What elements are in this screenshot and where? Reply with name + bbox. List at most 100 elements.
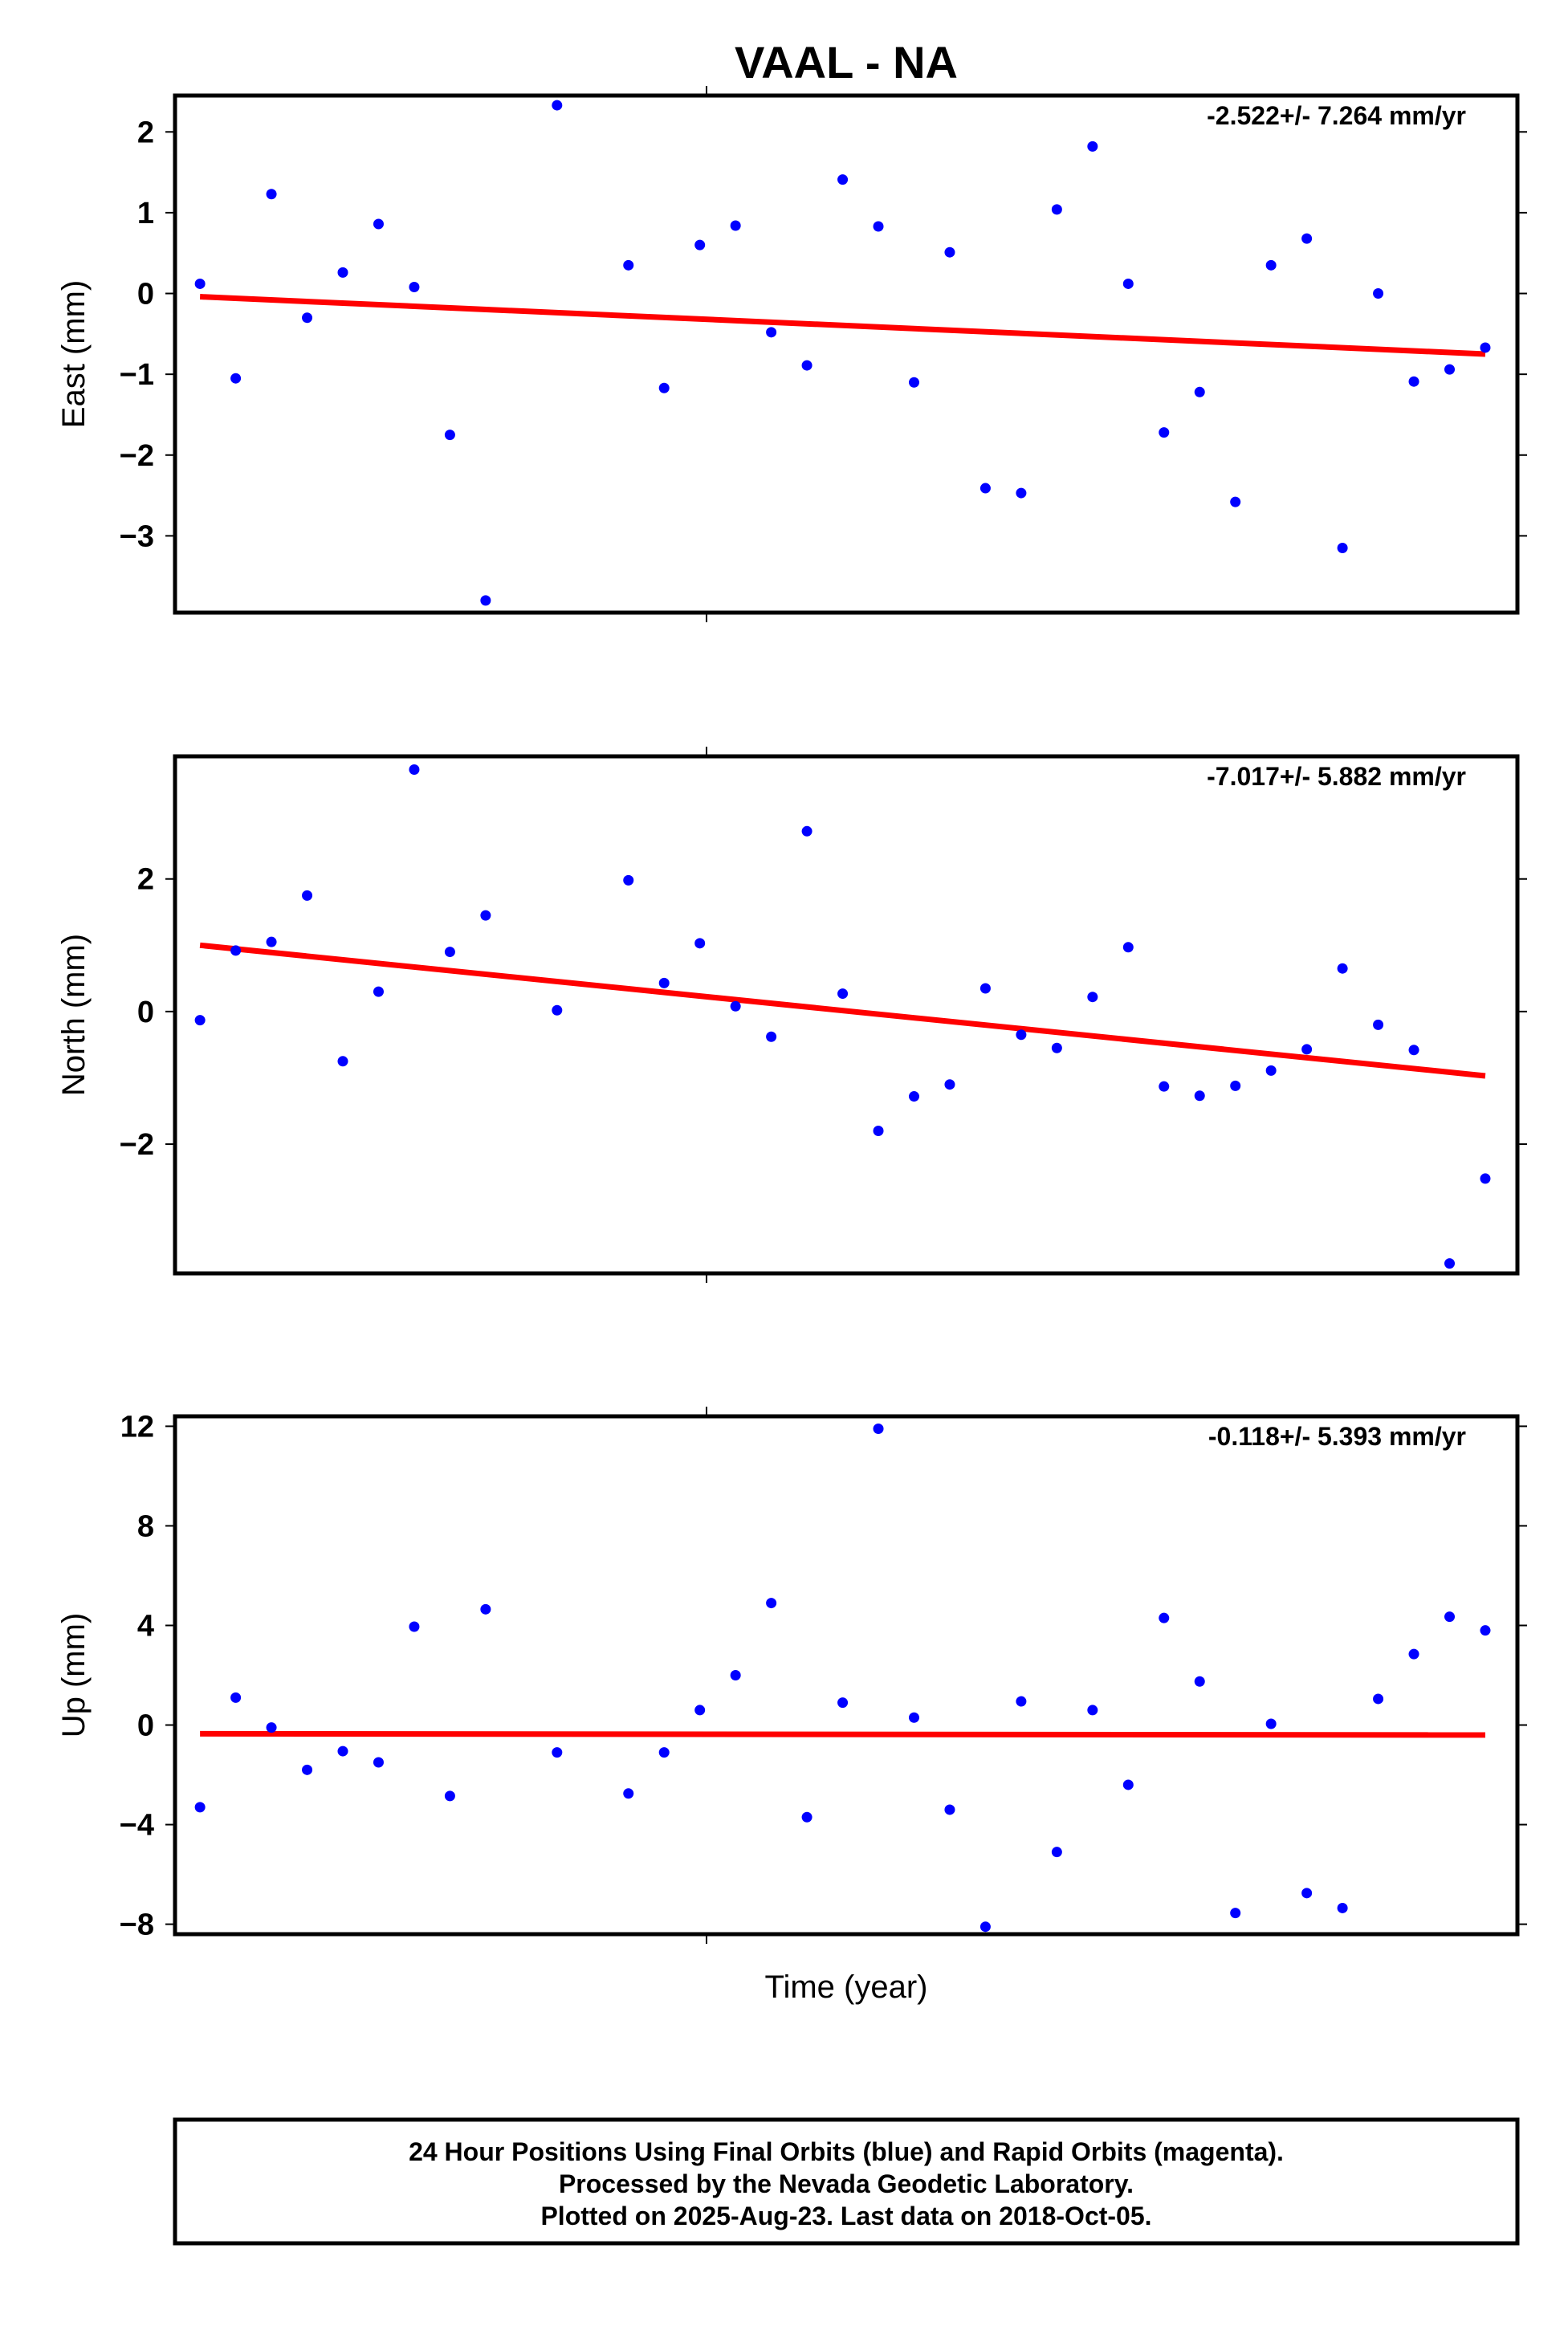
- east-data-point: [1122, 278, 1134, 289]
- east-data-point: [373, 218, 384, 230]
- east-data-point: [1408, 376, 1419, 387]
- east-data-point: [1301, 233, 1313, 244]
- north-ytick-label: 0: [137, 996, 154, 1029]
- east-data-point: [1337, 543, 1348, 553]
- up-data-point: [444, 1790, 455, 1802]
- up-data-point: [552, 1747, 563, 1758]
- footer-line-3: Plotted on 2025-Aug-23. Last data on 201…: [540, 2202, 1151, 2230]
- north-data-point: [409, 764, 420, 776]
- north-data-point: [230, 945, 242, 956]
- up-trend-line: [200, 1730, 1485, 1738]
- north-data-point: [658, 977, 670, 988]
- north-data-point: [837, 988, 849, 1000]
- up-ytick-label: −4: [120, 1809, 154, 1843]
- up-data-point: [801, 1811, 813, 1823]
- east-rate-label: -2.522+/- 7.264 mm/yr: [1207, 101, 1466, 130]
- north-data-point: [337, 1056, 348, 1067]
- north-data-point: [623, 874, 634, 886]
- up-rate-label: -0.118+/- 5.393 mm/yr: [1208, 1422, 1466, 1451]
- north-data-point: [1265, 1065, 1277, 1076]
- up-data-point: [373, 1757, 384, 1768]
- north-data-point: [1480, 1173, 1491, 1184]
- north-ytick-label: 2: [137, 863, 154, 897]
- up-panel: 12 8 4 0 −4 −8 -0.118+/- 5.393 mm/yr Up (mm): [56, 1407, 1527, 1944]
- up-data-point: [337, 1745, 348, 1757]
- east-data-point: [194, 278, 206, 289]
- east-ytick-label: 2: [137, 116, 154, 149]
- east-data-point: [873, 221, 884, 232]
- north-trend-line: [199, 942, 1486, 1079]
- up-ytick-label: 4: [137, 1609, 154, 1643]
- up-data-point: [1159, 1612, 1170, 1623]
- east-data-point: [409, 281, 420, 292]
- x-axis-label: Time (year): [765, 1970, 928, 2005]
- north-data-point: [1051, 1042, 1062, 1053]
- north-data-point: [1230, 1080, 1241, 1091]
- up-data-point: [908, 1712, 919, 1723]
- up-data-point: [1337, 1902, 1348, 1913]
- north-data-point: [979, 983, 991, 994]
- east-data-point: [1087, 141, 1098, 152]
- north-ytick-label: −2: [120, 1128, 154, 1162]
- up-data-point: [1480, 1625, 1491, 1636]
- north-data-point: [1087, 992, 1098, 1003]
- up-data-point: [1444, 1611, 1456, 1623]
- east-frame: [173, 93, 1520, 615]
- north-data-point: [944, 1079, 955, 1090]
- up-ytick-label: −8: [120, 1908, 154, 1942]
- up-data-point: [1265, 1718, 1277, 1729]
- north-data-point: [1373, 1019, 1384, 1030]
- east-data-point: [1051, 204, 1062, 215]
- up-data-point: [1122, 1779, 1134, 1790]
- up-data-point: [230, 1692, 242, 1703]
- up-data-point: [730, 1670, 741, 1680]
- north-data-point: [302, 890, 313, 901]
- east-data-point: [1194, 386, 1205, 397]
- east-ytick-label: −1: [120, 358, 154, 392]
- up-frame: [173, 1414, 1520, 1937]
- up-data-point: [766, 1598, 777, 1609]
- east-data-point: [1373, 288, 1384, 299]
- east-ytick-label: −3: [120, 519, 154, 553]
- up-ytick-label: 0: [137, 1709, 154, 1743]
- north-data-point: [480, 910, 491, 921]
- north-data-point: [1337, 963, 1348, 974]
- east-panel: 2 1 0 −1 −2 −3 -2.522+/- 7.264 mm/yr East (mm): [56, 86, 1527, 622]
- east-data-point: [730, 220, 741, 231]
- up-data-point: [944, 1804, 955, 1815]
- east-data-point: [302, 312, 313, 324]
- east-data-point: [1159, 427, 1170, 438]
- east-data-point: [623, 259, 634, 271]
- up-y-axis-label: Up (mm): [56, 1613, 92, 1738]
- up-data-point: [194, 1802, 206, 1813]
- east-data-point: [1016, 487, 1027, 499]
- east-data-point: [837, 174, 849, 185]
- north-data-point: [801, 825, 813, 837]
- up-data-point: [1230, 1908, 1241, 1919]
- north-rate-label: -7.017+/- 5.882 mm/yr: [1207, 762, 1466, 791]
- east-ytick-label: −2: [120, 439, 154, 473]
- up-data-point: [979, 1921, 991, 1933]
- up-data-point: [266, 1722, 277, 1733]
- up-data-point: [1051, 1847, 1062, 1858]
- up-data-point: [1301, 1888, 1313, 1899]
- north-data-point: [194, 1015, 206, 1026]
- up-data-point: [1016, 1696, 1027, 1707]
- north-frame: [173, 754, 1520, 1276]
- north-data-point: [1159, 1081, 1170, 1092]
- north-data-point: [266, 936, 277, 947]
- north-data-point: [1444, 1258, 1456, 1269]
- up-data-point: [873, 1424, 884, 1435]
- east-data-point: [266, 189, 277, 200]
- east-data-point: [480, 595, 491, 606]
- east-ytick-label: 0: [137, 278, 154, 312]
- up-data-point: [1087, 1705, 1098, 1716]
- north-data-point: [873, 1125, 884, 1136]
- up-data-point: [480, 1603, 491, 1615]
- up-data-point: [694, 1705, 706, 1716]
- north-data-point: [444, 947, 455, 958]
- north-data-point: [1016, 1029, 1027, 1041]
- north-data-point: [1408, 1045, 1419, 1056]
- east-ytick-label: 1: [137, 197, 154, 230]
- east-data-point: [1480, 342, 1491, 353]
